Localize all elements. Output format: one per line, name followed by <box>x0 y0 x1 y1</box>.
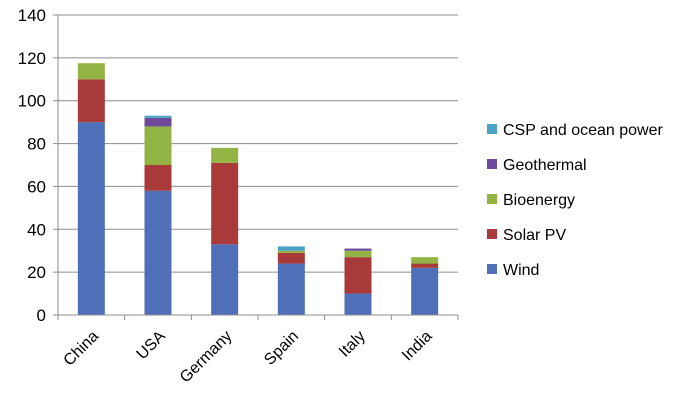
bar-china-bioenergy <box>77 63 105 80</box>
x-tick-label: Germany <box>177 328 236 387</box>
bar-usa-bioenergy <box>144 126 172 165</box>
y-tick-label: 20 <box>27 263 46 282</box>
bar-india-wind <box>411 267 439 315</box>
bar-spain-solar-pv <box>277 252 305 264</box>
bar-usa-solar-pv <box>144 165 172 191</box>
y-tick-label: 80 <box>27 135 46 154</box>
bar-china-wind <box>77 122 105 316</box>
legend-label: Solar PV <box>503 227 566 244</box>
bar-spain-csp-and-ocean-power <box>277 246 305 251</box>
legend-swatch <box>487 229 497 239</box>
bar-china-solar-pv <box>77 79 105 123</box>
legend-label: CSP and ocean power <box>503 122 663 139</box>
y-tick-label: 120 <box>18 49 46 68</box>
legend-item: Wind <box>487 262 539 279</box>
bar-usa-geothermal <box>144 117 172 127</box>
y-tick-label: 140 <box>18 6 46 25</box>
axes <box>53 14 459 320</box>
legend-label: Geothermal <box>503 157 587 174</box>
bar-italy-geothermal <box>344 248 372 251</box>
gridlines <box>58 14 458 273</box>
bar-spain-wind <box>277 263 305 315</box>
bar-germany-solar-pv <box>211 162 239 245</box>
bar-germany-wind <box>211 244 239 315</box>
x-tick-labels: China USA Germany Spain Italy India <box>61 328 436 387</box>
legend-swatch <box>487 124 497 134</box>
bar-italy-bioenergy <box>344 250 372 258</box>
legend-swatch <box>487 264 497 274</box>
y-tick-labels: 0 20 40 60 80 100 120 140 <box>18 6 46 325</box>
y-tick-label: 40 <box>27 220 46 239</box>
y-tick-label: 0 <box>37 306 46 325</box>
legend-swatch <box>487 194 497 204</box>
bar-india-bioenergy <box>411 257 439 264</box>
legend-label: Bioenergy <box>503 192 575 209</box>
x-tick-label: China <box>61 328 103 370</box>
x-tick-label: Italy <box>336 328 369 361</box>
legend-item: Solar PV <box>487 227 566 244</box>
bar-italy-solar-pv <box>344 257 372 294</box>
bar-india-solar-pv <box>411 263 439 268</box>
x-tick-label: India <box>399 328 436 365</box>
legend-item: Bioenergy <box>487 192 575 209</box>
legend: CSP and ocean power Geothermal Bioenergy So… <box>487 122 663 279</box>
bar-usa-csp-and-ocean-power <box>144 115 172 118</box>
bars <box>77 63 439 316</box>
bar-usa-wind <box>144 190 172 315</box>
legend-label: Wind <box>503 262 539 279</box>
x-tick-label: USA <box>134 328 170 364</box>
bar-germany-bioenergy <box>211 147 239 163</box>
legend-item: CSP and ocean power <box>487 122 663 139</box>
legend-item: Geothermal <box>487 157 587 174</box>
bar-spain-bioenergy <box>277 250 305 253</box>
y-tick-label: 60 <box>27 177 46 196</box>
legend-swatch <box>487 159 497 169</box>
x-tick-label: Spain <box>261 328 302 369</box>
bar-italy-wind <box>344 293 372 315</box>
y-tick-label: 100 <box>18 92 46 111</box>
